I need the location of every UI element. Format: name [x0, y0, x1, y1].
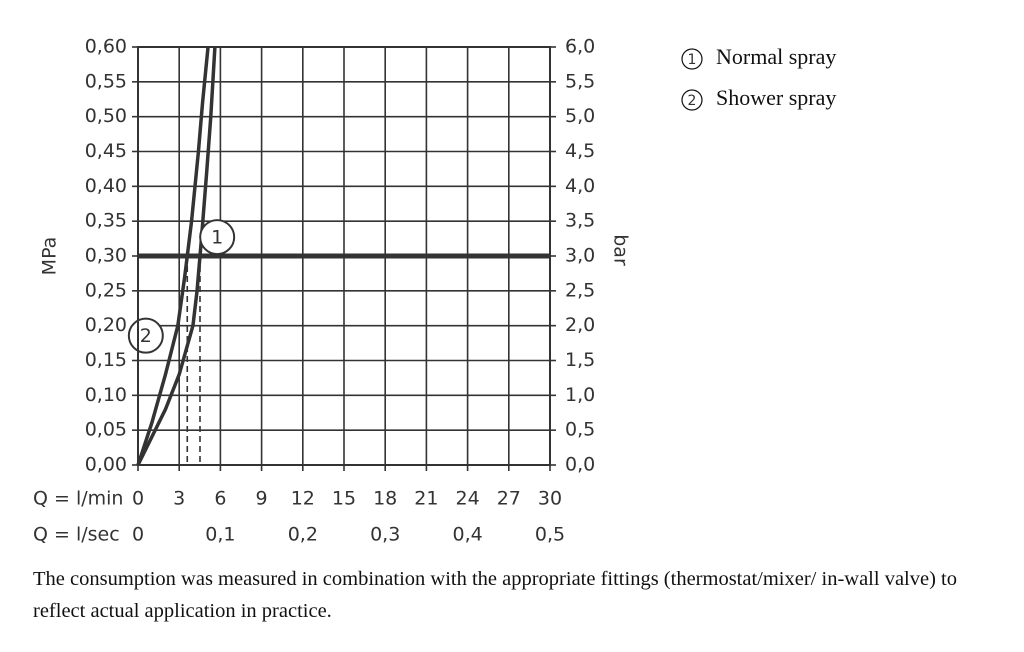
y2-tick-label: 0,0	[565, 454, 595, 476]
x-tick-label: 27	[497, 488, 521, 510]
y2-tick-label: 4,5	[565, 140, 595, 162]
y-tick-label: 0,25	[85, 279, 127, 301]
curve-label: 2	[140, 325, 152, 347]
x-tick-label: 3	[173, 488, 185, 510]
legend-label: Shower spray	[716, 85, 836, 110]
y2-tick-label: 0,5	[565, 419, 595, 441]
x-tick-label: 12	[291, 488, 315, 510]
y2-tick-label: 2,5	[565, 279, 595, 301]
y2-tick-label: 1,5	[565, 349, 595, 371]
x2-tick-label: 0,2	[288, 524, 318, 546]
x2-tick-label: 0,4	[452, 524, 482, 546]
legend-number: 2	[688, 93, 697, 109]
y-axis-label: MPa	[39, 237, 61, 276]
y2-tick-label: 4,0	[565, 175, 595, 197]
y-tick-label: 0,50	[85, 105, 127, 127]
y-tick-label: 0,05	[85, 419, 127, 441]
legend-circle	[681, 89, 703, 111]
y-tick-label: 0,20	[85, 314, 127, 336]
y2-tick-label: 2,0	[565, 314, 595, 336]
x2-axis-label: Q = l/sec	[33, 524, 120, 546]
x2-tick-label: 0,1	[205, 524, 235, 546]
y-tick-label: 0,40	[85, 175, 127, 197]
x2-tick-label: 0	[132, 524, 144, 546]
y2-tick-label: 6,0	[565, 36, 595, 58]
y-tick-label: 0,30	[85, 245, 127, 267]
x-tick-label: 24	[456, 488, 480, 510]
y2-tick-label: 3,0	[565, 245, 595, 267]
x-tick-label: 30	[538, 488, 562, 510]
note: The consumption was measured in combinat…	[33, 568, 957, 622]
x-tick-label: 21	[414, 488, 438, 510]
x-tick-label: 0	[132, 488, 144, 510]
y-tick-label: 0,10	[85, 384, 127, 406]
plot-frame	[137, 46, 551, 466]
y-tick-label: 0,35	[85, 210, 127, 232]
y2-tick-label: 5,5	[565, 70, 595, 92]
legend-circle	[681, 48, 703, 70]
y-tick-label: 0,00	[85, 454, 127, 476]
legend-number: 1	[688, 52, 697, 68]
y2-tick-label: 3,5	[565, 210, 595, 232]
legend-label: Normal spray	[716, 44, 836, 69]
x2-tick-label: 0,3	[370, 524, 400, 546]
x-tick-label: 6	[214, 488, 226, 510]
y2-tick-label: 1,0	[565, 384, 595, 406]
curve-label: 1	[211, 227, 223, 249]
x-axis-label: Q = l/min	[33, 488, 123, 510]
y2-axis-label: bar	[610, 234, 632, 266]
curve	[136, 46, 210, 466]
y-tick-label: 0,45	[85, 140, 127, 162]
chart: Q = l/min Q = l/sec MPa bar 0 3 6 9 12 15 18 21…	[33, 36, 836, 546]
y-tick-label: 0,55	[85, 70, 127, 92]
y2-tick-label: 5,0	[565, 105, 595, 127]
curve-label-circle	[199, 219, 236, 256]
x-tick-label: 15	[332, 488, 356, 510]
x-tick-label: 9	[256, 488, 268, 510]
y-tick-label: 0,60	[85, 36, 127, 58]
x2-tick-label: 0,5	[535, 524, 565, 546]
x-tick-label: 18	[373, 488, 397, 510]
curve	[136, 46, 217, 466]
y-tick-label: 0,15	[85, 349, 127, 371]
